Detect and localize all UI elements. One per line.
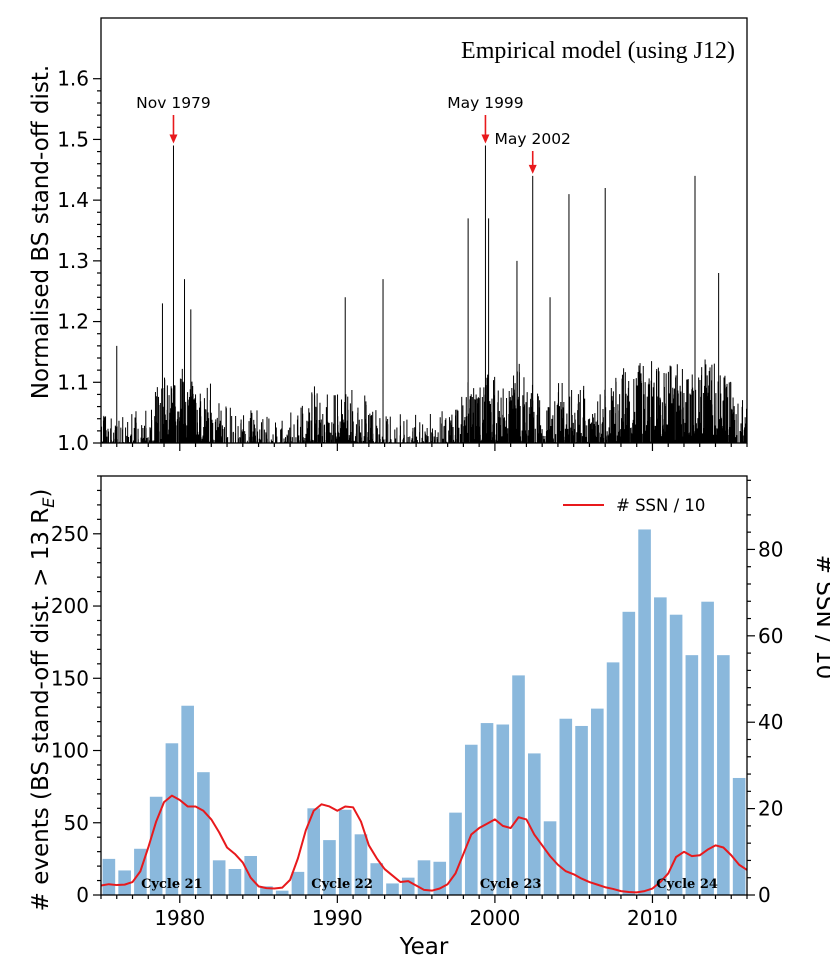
- event-bar: [228, 868, 242, 895]
- annotation-label: Nov 1979: [136, 94, 211, 112]
- event-bar: [212, 860, 226, 895]
- ssn-line: [100, 794, 748, 894]
- event-bar: [527, 753, 541, 895]
- legend: # SSN / 10: [563, 496, 705, 515]
- annotation-arrow-head: [528, 164, 537, 174]
- event-bar: [354, 834, 368, 895]
- left-y-tick-label: 250: [51, 522, 89, 546]
- event-bar: [575, 725, 588, 895]
- event-bar: [102, 858, 116, 895]
- cycle-label: Cycle 21: [141, 877, 203, 892]
- bottom-panel-frame: [100, 475, 748, 896]
- top-panel-frame: [100, 17, 748, 444]
- event-count-bars: [102, 529, 746, 895]
- annotation-arrow-head: [481, 134, 490, 144]
- event-bar: [338, 809, 352, 895]
- event-bar: [307, 808, 320, 895]
- right-y-tick-label: 40: [758, 710, 783, 734]
- left-y-tick-label: 0: [76, 883, 89, 907]
- top-y-tick-label: 1.6: [57, 67, 89, 91]
- cycle-labels: Cycle 21 Cycle 22 Cycle 23 Cycle 24: [141, 877, 718, 892]
- top-panel-series: [100, 145, 747, 443]
- event-bar: [464, 744, 478, 895]
- top-y-tick-label: 1.5: [57, 127, 89, 151]
- event-bar: [496, 724, 510, 895]
- right-y-tick-label: 20: [758, 797, 783, 821]
- event-bar: [543, 821, 557, 895]
- event-bar: [732, 777, 746, 895]
- event-bar: [559, 718, 573, 895]
- x-axis-label: Year: [399, 934, 449, 960]
- event-bar: [480, 723, 494, 895]
- right-y-tick-label: 60: [758, 624, 783, 648]
- bottom-panel-ticks: 0 50 100 150 200 250 0 20 40 60 80 1980 1990 2000 2010: [51, 475, 783, 930]
- event-bar: [165, 743, 179, 895]
- event-bar: [260, 886, 273, 895]
- event-bar: [197, 772, 210, 895]
- bottom-panel-y-axis-label: # events (BS stand-off dist. > 13 RE): [28, 489, 58, 912]
- top-y-tick-label: 1.3: [57, 249, 89, 273]
- top-panel-title: Empirical model (using J12): [461, 38, 735, 64]
- legend-label: # SSN / 10: [616, 496, 705, 515]
- cycle-label: Cycle 23: [480, 877, 542, 892]
- event-bar: [717, 655, 730, 895]
- event-bar: [606, 662, 620, 895]
- event-bar: [512, 675, 525, 895]
- right-y-tick-label: 80: [758, 537, 783, 561]
- left-y-tick-label: 200: [51, 594, 89, 618]
- event-bar: [654, 597, 667, 895]
- event-bar: [370, 863, 384, 895]
- event-bar: [181, 705, 194, 895]
- event-bar: [701, 601, 714, 895]
- cycle-label: Cycle 22: [311, 877, 373, 892]
- left-y-tick-label: 100: [51, 739, 89, 763]
- top-y-tick-label: 1.0: [57, 431, 89, 455]
- event-bar: [291, 871, 305, 895]
- top-y-tick-label: 1.4: [57, 188, 89, 212]
- top-panel-y-axis-label: Normalised BS stand-off dist.: [28, 65, 54, 399]
- cycle-label: Cycle 24: [656, 877, 718, 892]
- event-bar: [622, 611, 636, 895]
- event-bar: [417, 860, 431, 895]
- right-y-axis-label: # SSN / 10: [811, 555, 830, 680]
- y-axis-label-end: ): [28, 489, 54, 498]
- event-bar: [275, 890, 289, 895]
- event-bar: [386, 883, 399, 895]
- event-bar: [685, 655, 699, 895]
- y-axis-label-subscript: E: [39, 497, 58, 508]
- left-y-tick-label: 150: [51, 666, 89, 690]
- top-panel: 1.0 1.1 1.2 1.3 1.4 1.5 1.6 Empirical model (u…: [28, 17, 748, 455]
- event-bar: [149, 796, 163, 895]
- event-bar: [118, 870, 131, 895]
- top-panel-ticks: 1.0 1.1 1.2 1.3 1.4 1.5 1.6: [57, 67, 748, 455]
- x-tick-label: 1990: [312, 906, 363, 930]
- event-bar: [323, 840, 336, 895]
- event-bar: [449, 812, 462, 895]
- event-bar: [669, 614, 683, 895]
- annotation-arrow-head: [169, 134, 178, 144]
- annotation-label: May 2002: [495, 130, 571, 148]
- bottom-panel: 0 50 100 150 200 250 0 20 40 60 80 1980 1990 2000 2010…: [28, 475, 830, 960]
- y-axis-label-main: # events (BS stand-off dist. > 13 R: [28, 508, 54, 912]
- top-panel-spike-series: [100, 145, 747, 443]
- right-y-tick-label: 0: [758, 883, 771, 907]
- x-tick-label: 2000: [469, 906, 520, 930]
- annotation-label: May 1999: [447, 94, 523, 112]
- x-tick-label: 2010: [627, 906, 678, 930]
- top-panel-annotations: Nov 1979 May 1999 May 2002: [136, 94, 571, 174]
- top-y-tick-label: 1.2: [57, 310, 89, 334]
- x-tick-label: 1980: [154, 906, 205, 930]
- event-bar: [638, 529, 651, 895]
- left-y-tick-label: 50: [64, 811, 89, 835]
- top-y-tick-label: 1.1: [57, 370, 89, 394]
- event-bar: [244, 855, 257, 895]
- event-bar: [591, 708, 604, 895]
